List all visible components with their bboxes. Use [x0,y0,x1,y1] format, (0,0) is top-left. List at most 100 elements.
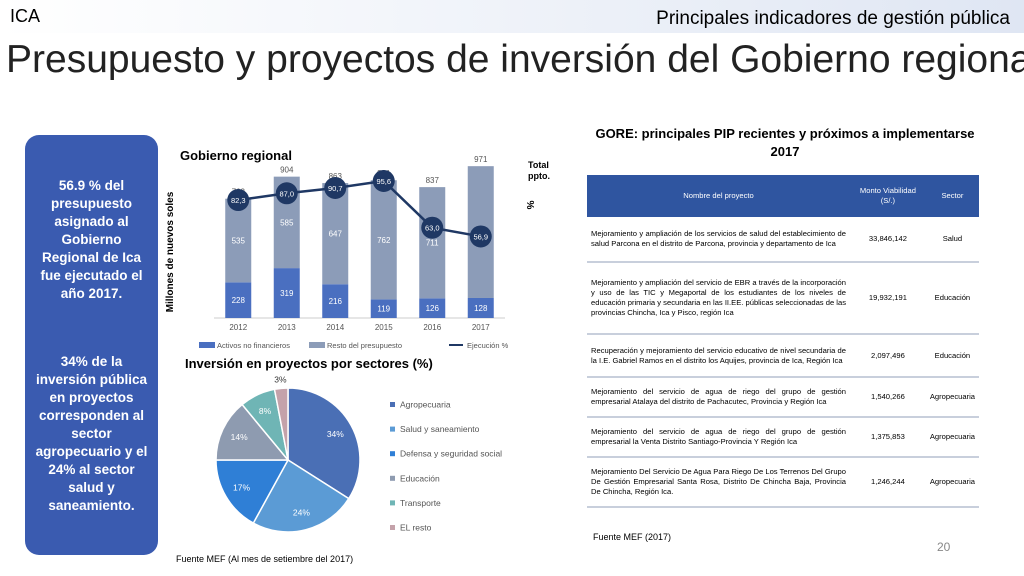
note: 34% de la inversión pública en proyectos… [35,354,148,513]
column-header: Monto Viabilidad (S/.) [850,175,926,217]
x-tick-label: 2013 [278,323,296,332]
bar-segment [419,298,446,318]
cell: Mejoramiento y ampliación del servicio d… [587,262,850,335]
total-label: 904 [280,166,294,175]
pie-slice [215,403,290,461]
chart-title: Inversión en proyectos por sectores (%) [185,356,433,371]
bar-segment [322,183,349,285]
cell: Agropecuaria [925,377,979,418]
row: Mejoramiento y ampliación del servicio d… [587,262,979,335]
x-tick-label: 2016 [423,323,441,332]
data-label: 24% [293,507,310,517]
slide-title: Presupuesto y proyectos de inversión del… [6,38,1024,81]
x-tick-label: 2017 [472,323,490,332]
data-label: 711 [426,239,439,248]
source: Fuente MEF (Al mes de setiembre del 2017… [176,554,354,564]
legend-swatch [390,500,395,506]
total-label: 863 [329,172,343,181]
legend-swatch [390,525,395,530]
legend-swatch [309,342,325,348]
data-label: 90,7 [328,184,343,193]
row: Recuperación y mejoramiento del servicio… [587,334,979,378]
marker [324,176,347,199]
chart-title: Gobierno regional [180,148,292,163]
cell: Educación [925,334,979,378]
data-label: 535 [232,237,246,246]
data-label: 228 [232,296,246,305]
marker [227,189,250,212]
x-tick-label: 2015 [375,323,393,332]
marker [421,216,444,239]
data-label: 585 [280,218,294,227]
total-label: 971 [474,155,488,164]
data-label: 647 [329,230,343,239]
pie-slice [215,459,290,525]
bar-segment [370,180,397,300]
note: 56.9 % del presupuesto asignado al Gobie… [40,178,143,301]
legend-label: Activos no financieros [217,341,290,350]
legend-label: Defensa y seguridad social [400,449,502,459]
marker [372,169,395,192]
annotation-line: Total [528,160,549,170]
cell: 2,097,496 [850,334,926,378]
total-label: 837 [426,176,440,185]
brand: ICA [10,6,41,26]
bar-segment [370,299,397,318]
marker [275,182,298,205]
data-label: 95,6 [376,177,391,186]
cell: 33,846,142 [850,217,926,263]
legend-label: EL resto [400,523,432,533]
x-tick-label: 2014 [326,323,344,332]
bar-segment [225,198,252,283]
column-header: Sector [925,175,979,217]
pie-slice [273,387,289,461]
legend-label: Agropecuaria [400,400,451,410]
data-label: 14% [231,432,248,442]
data-label: 82,3 [231,196,246,205]
bar-segment [322,284,349,318]
cell: Mejoramiento del servicio de agua de rie… [587,417,850,458]
data-label: 87,0 [279,189,294,198]
cell: Agropecuaria [925,417,979,458]
row: Mejoramiento del servicio de agua de rie… [587,417,979,458]
legend-swatch [390,451,395,457]
legend-label: Salud y saneamiento [400,424,480,434]
header-bar [0,0,1024,33]
bar-segment [467,297,494,318]
data-label: 63,0 [425,224,440,233]
data-label: 3% [274,375,287,385]
annotation: Total ppto. [528,160,550,181]
row: Mejoramiento del servicio de agua de rie… [587,377,979,418]
bar-segment [419,187,446,299]
bar-segment [273,268,300,318]
data-label: 34% [327,429,344,439]
data-label: 762 [377,236,391,245]
table: Nombre del proyecto Monto Viabilidad (S/.… [587,175,979,508]
legend-swatch [390,475,395,481]
annotation-line: ppto. [528,171,550,181]
data-label: 319 [280,289,294,298]
marker [469,225,492,248]
cell: Mejoramiento del servicio de agua de rie… [587,377,850,418]
legend-swatch [390,426,395,432]
cell: 1,246,244 [850,457,926,508]
sidebar: 56.9 % del presupuesto asignado al Gobie… [25,135,158,555]
legend-label: Resto del presupuesto [327,341,402,350]
cell: 19,932,191 [850,262,926,335]
cell: Salud [925,217,979,263]
source: Fuente MEF (2017) [593,532,672,542]
cell: Agropecuaria [925,457,979,508]
pie-slice [252,458,350,533]
cell: Educación [925,262,979,335]
row: Mejoramiento y ampliación de los servici… [587,217,979,263]
cell: Recuperación y mejoramiento del servicio… [587,334,850,378]
row: Mejoramiento Del Servicio De Agua Para R… [587,457,979,508]
data-label: 216 [329,297,343,306]
table-title: GORE: principales PIP recientes y próxim… [595,126,975,159]
y2-axis-label: % [524,201,535,210]
section: Principales indicadores de gestión públi… [656,8,1010,29]
y-axis-label: Millones de nuevos soles [165,191,176,312]
data-label: 56,9 [473,232,488,241]
